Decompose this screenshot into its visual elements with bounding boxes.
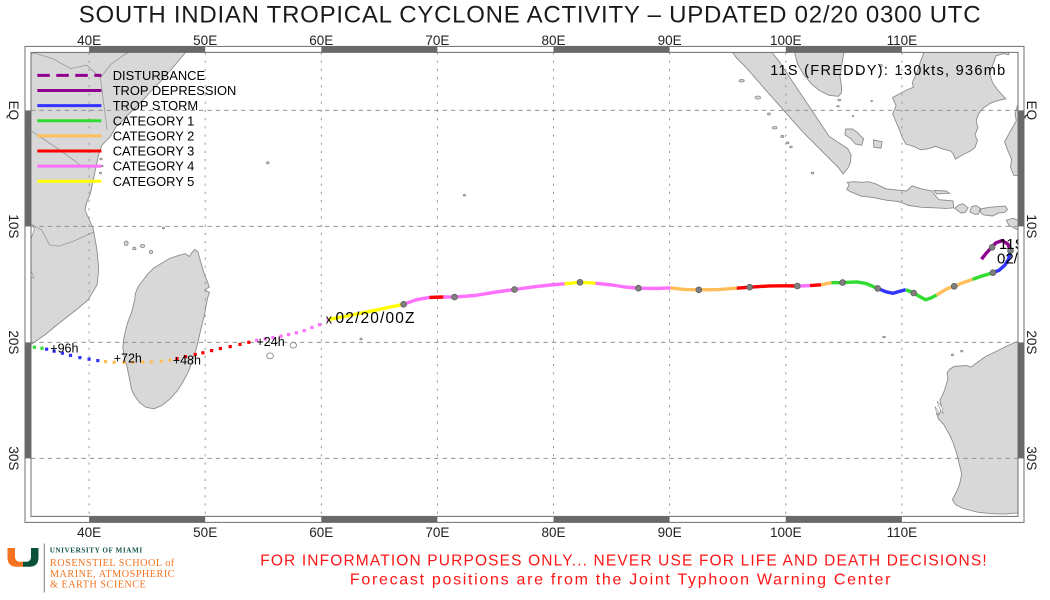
svg-text:11S (FREDDY): 130kts, 936mb: 11S (FREDDY): 130kts, 936mb — [770, 63, 1006, 79]
svg-text:EQ: EQ — [1024, 101, 1039, 121]
svg-text:100E: 100E — [770, 525, 802, 540]
svg-text:90E: 90E — [658, 525, 682, 540]
svg-text:TROP STORM: TROP STORM — [113, 98, 198, 113]
svg-text:70E: 70E — [425, 33, 449, 48]
svg-text:10S: 10S — [1024, 214, 1039, 238]
svg-text:30S: 30S — [6, 446, 21, 470]
svg-text:FOR INFORMATION PURPOSES ONLY.: FOR INFORMATION PURPOSES ONLY... NEVER U… — [260, 553, 988, 570]
svg-text:70E: 70E — [425, 525, 449, 540]
svg-text:90E: 90E — [658, 33, 682, 48]
svg-text:02/20/00Z: 02/20/00Z — [336, 310, 416, 327]
svg-text:100E: 100E — [770, 33, 802, 48]
svg-text:CATEGORY 1: CATEGORY 1 — [113, 113, 195, 128]
svg-text:EQ: EQ — [6, 101, 21, 121]
svg-text:x: x — [326, 312, 333, 326]
svg-text:80E: 80E — [541, 525, 565, 540]
svg-text:+24h: +24h — [257, 335, 285, 349]
svg-text:TROP DEPRESSION: TROP DEPRESSION — [113, 83, 237, 98]
svg-text:+96h: +96h — [50, 342, 78, 356]
svg-text:60E: 60E — [309, 525, 333, 540]
svg-text:20S: 20S — [6, 330, 21, 354]
svg-text:60E: 60E — [309, 33, 333, 48]
svg-text:Forecast positions are from th: Forecast positions are from the Joint Ty… — [350, 572, 892, 589]
svg-text:11S: 11S — [999, 236, 1025, 253]
svg-text:40E: 40E — [77, 525, 101, 540]
svg-text:10S: 10S — [6, 214, 21, 238]
svg-text:MARINE, ATMOSPHERIC: MARINE, ATMOSPHERIC — [50, 569, 175, 580]
svg-text:CATEGORY 3: CATEGORY 3 — [113, 144, 195, 159]
svg-text:02/0: 02/0 — [997, 251, 1026, 268]
svg-text:CATEGORY 2: CATEGORY 2 — [113, 129, 195, 144]
svg-text:20S: 20S — [1024, 330, 1039, 354]
svg-text:SOUTH INDIAN TROPICAL CYCLONE: SOUTH INDIAN TROPICAL CYCLONE ACTIVITY –… — [79, 1, 982, 28]
svg-text:& EARTH SCIENCE: & EARTH SCIENCE — [50, 580, 146, 591]
svg-text:DISTURBANCE: DISTURBANCE — [113, 68, 206, 83]
svg-text:40E: 40E — [77, 33, 101, 48]
svg-text:CATEGORY 4: CATEGORY 4 — [113, 159, 195, 174]
svg-text:ROSENSTIEL SCHOOL of: ROSENSTIEL SCHOOL of — [50, 558, 175, 569]
svg-text:CATEGORY 5: CATEGORY 5 — [113, 174, 195, 189]
svg-text:UNIVERSITY OF MIAMI: UNIVERSITY OF MIAMI — [50, 547, 143, 555]
svg-text:+48h: +48h — [173, 354, 201, 368]
svg-text:110E: 110E — [887, 525, 918, 540]
svg-text:80E: 80E — [541, 33, 565, 48]
svg-text:50E: 50E — [193, 525, 217, 540]
svg-text:50E: 50E — [193, 33, 217, 48]
svg-text:30S: 30S — [1024, 446, 1039, 470]
svg-text:110E: 110E — [887, 33, 918, 48]
svg-text:+72h: +72h — [114, 351, 142, 365]
